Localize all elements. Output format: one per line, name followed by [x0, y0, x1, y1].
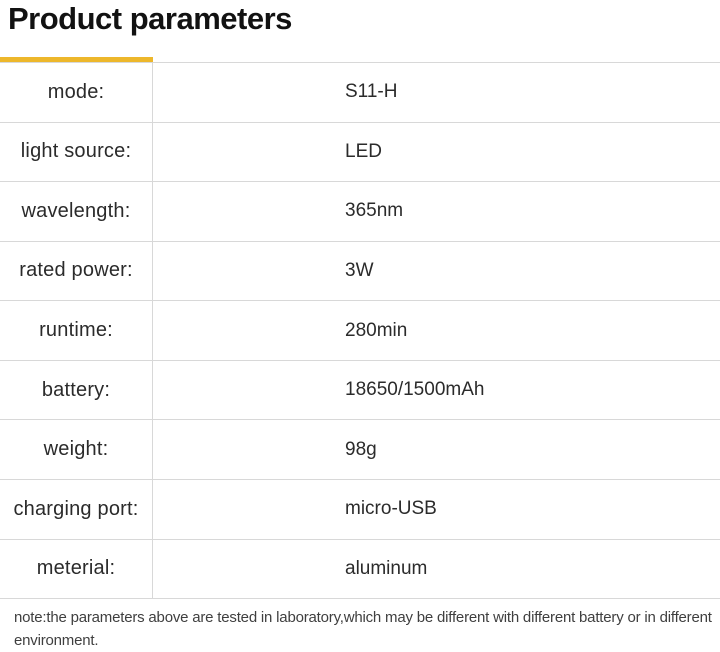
spec-value: S11-H — [345, 81, 398, 103]
spec-table: mode: S11-H light source: LED wavelength… — [0, 57, 720, 600]
spec-row: mode: S11-H — [0, 63, 720, 123]
accent-bar — [0, 57, 153, 62]
spec-label: weight: — [0, 420, 153, 479]
spec-label: runtime: — [0, 301, 153, 360]
spec-value: LED — [345, 140, 382, 162]
spec-label: mode: — [0, 63, 153, 122]
spec-label: meterial: — [0, 539, 153, 599]
spec-rows: mode: S11-H light source: LED wavelength… — [0, 62, 720, 600]
spec-label: charging port: — [0, 479, 153, 539]
footnote: note:the parameters above are tested in … — [14, 609, 712, 649]
spec-label: light source: — [0, 122, 153, 182]
spec-row: wavelength: 365nm — [0, 182, 720, 242]
page-title: Product parameters — [8, 1, 292, 36]
spec-row: weight: 98g — [0, 420, 720, 480]
spec-value: 18650/1500mAh — [345, 379, 485, 401]
spec-value: 365nm — [345, 200, 404, 222]
spec-row: meterial: aluminum — [0, 539, 720, 600]
spec-row: rated power: 3W — [0, 241, 720, 302]
spec-label: battery: — [0, 360, 153, 420]
spec-value: 98g — [345, 438, 377, 460]
spec-row: runtime: 280min — [0, 301, 720, 361]
spec-row: battery: 18650/1500mAh — [0, 360, 720, 421]
spec-row: charging port: micro-USB — [0, 479, 720, 540]
spec-row: light source: LED — [0, 122, 720, 183]
spec-label: rated power: — [0, 241, 153, 301]
spec-value: 3W — [345, 259, 374, 281]
spec-value: aluminum — [345, 557, 428, 579]
spec-value: micro-USB — [345, 498, 437, 520]
spec-value: 280min — [345, 319, 408, 341]
spec-label: wavelength: — [0, 182, 153, 241]
